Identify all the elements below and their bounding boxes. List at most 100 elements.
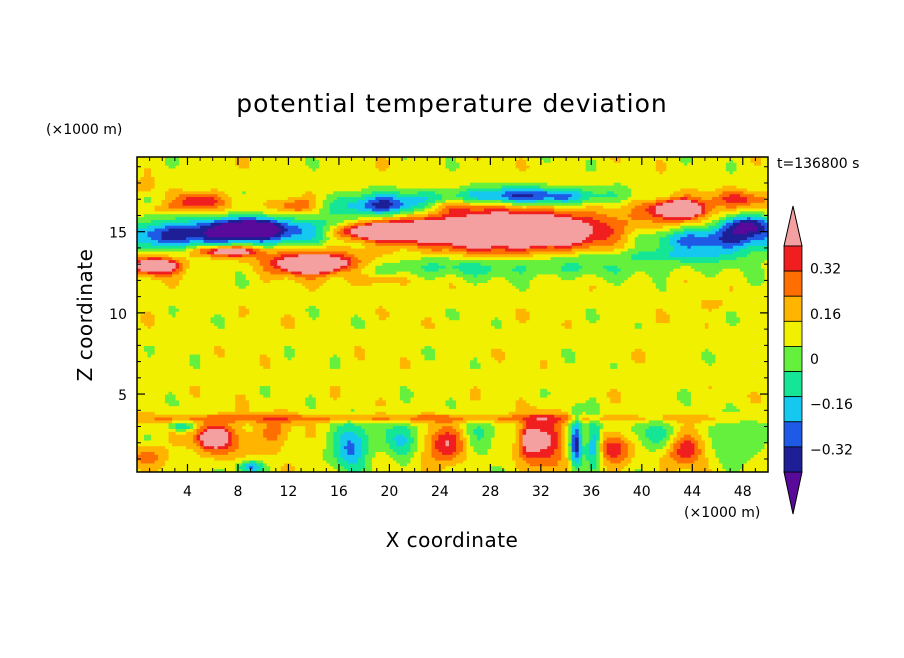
contour-cell — [501, 157, 506, 161]
contour-cell — [547, 165, 552, 170]
contour-cell — [701, 165, 706, 170]
contour-cell — [662, 157, 667, 161]
contour-cell — [519, 171, 524, 175]
contour-cell — [291, 171, 296, 175]
contour-cell — [378, 159, 383, 164]
contour-cell — [368, 162, 373, 167]
contour-cell — [750, 168, 755, 172]
contour-cell — [392, 171, 398, 175]
contour-cell — [228, 165, 233, 170]
contour-cell — [340, 171, 345, 175]
chart-title: potential temperature deviation — [236, 89, 667, 118]
contour-cell — [413, 165, 419, 170]
contour-cell — [589, 165, 594, 170]
contour-cell — [441, 171, 447, 175]
contour-cell — [540, 159, 545, 164]
contour-cell — [645, 168, 650, 172]
contour-cell — [280, 168, 285, 172]
contour-cell — [725, 165, 731, 170]
contour-cell — [547, 168, 552, 172]
contour-cell — [676, 165, 681, 170]
contour-cell — [221, 157, 226, 161]
contour-cell — [217, 165, 222, 170]
contour-cell — [760, 157, 766, 161]
contour-cell — [193, 157, 198, 161]
contour-cell — [238, 159, 243, 164]
contour-cell — [144, 159, 149, 164]
contour-cell — [680, 168, 685, 172]
contour-cell — [343, 168, 348, 172]
contour-cell — [172, 168, 177, 172]
contour-cell — [669, 162, 674, 167]
contour-cell — [347, 157, 352, 161]
contour-cell — [189, 165, 194, 170]
contour-cell — [175, 165, 180, 170]
contour-cell — [501, 165, 506, 170]
contour-cell — [308, 165, 313, 170]
contour-cell — [368, 168, 373, 172]
contour-cell — [210, 162, 215, 167]
contour-cell — [263, 168, 268, 172]
contour-cell — [287, 162, 292, 167]
contour-cell — [697, 168, 702, 172]
contour-cell — [578, 168, 583, 172]
contour-cell — [463, 168, 468, 172]
contour-cell — [214, 162, 219, 167]
contour-cell — [448, 168, 454, 172]
contour-cell — [484, 171, 489, 175]
contour-cell — [578, 171, 583, 175]
contour-cell — [427, 165, 433, 170]
contour-cell — [284, 168, 289, 172]
contour-cell — [648, 157, 653, 161]
contour-cell — [662, 159, 667, 164]
contour-cell — [189, 162, 194, 167]
contour-cell — [168, 157, 173, 161]
contour-cell — [375, 159, 380, 164]
contour-cell — [361, 168, 366, 172]
contour-cell — [158, 171, 163, 175]
contour-cell — [364, 159, 369, 164]
contour-cell — [371, 171, 376, 175]
contour-cell — [715, 165, 720, 170]
contour-cell — [631, 157, 636, 161]
contour-cell — [631, 165, 636, 170]
contour-cell — [764, 162, 768, 167]
contour-cell — [333, 165, 338, 170]
contour-cell — [722, 159, 727, 164]
contour-cell — [722, 165, 727, 170]
contour-cell — [606, 165, 611, 170]
contour-cell — [147, 159, 152, 164]
contour-cell — [557, 159, 562, 164]
contour-cell — [203, 157, 208, 161]
contour-cell — [554, 162, 559, 167]
contour-cell — [165, 157, 170, 161]
contour-cell — [287, 168, 292, 172]
contour-cell — [487, 171, 492, 175]
contour-cell — [540, 165, 545, 170]
contour-cell — [680, 157, 685, 161]
contour-cell — [158, 159, 163, 164]
contour-cell — [473, 162, 478, 167]
contour-cell — [186, 157, 191, 161]
contour-cell — [371, 165, 376, 170]
contour-cell — [448, 162, 454, 167]
contour-cell — [284, 157, 289, 161]
contour-cell — [701, 157, 706, 161]
contour-cell — [312, 165, 317, 170]
contour-cell — [270, 162, 275, 167]
contour-cell — [578, 162, 583, 167]
contour-cell — [519, 159, 524, 164]
contour-cell — [694, 165, 699, 170]
contour-cell — [568, 165, 573, 170]
contour-field — [137, 157, 768, 472]
contour-cell — [417, 159, 422, 164]
contour-cell — [627, 171, 632, 175]
contour-cell — [326, 157, 331, 161]
contour-cell — [270, 168, 275, 172]
contour-cell — [550, 159, 555, 164]
contour-cell — [501, 162, 506, 167]
contour-cell — [624, 159, 629, 164]
contour-cell — [224, 168, 229, 172]
contour-cell — [554, 157, 559, 161]
contour-cell — [648, 162, 653, 167]
